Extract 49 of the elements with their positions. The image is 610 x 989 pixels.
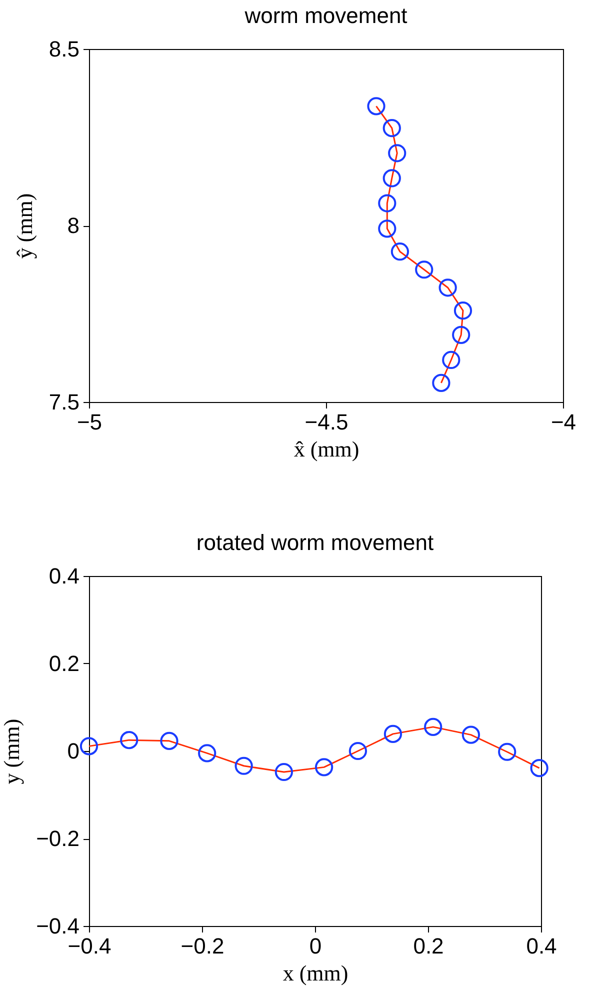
- y-axis-title: y (mm): [0, 718, 24, 784]
- point: [498, 742, 516, 761]
- line-series: [375, 105, 464, 384]
- point: [314, 758, 334, 776]
- x-tick-label: 0.4: [526, 934, 557, 958]
- y-tick-label: 0.2: [48, 651, 80, 676]
- x-tick-label: −5: [76, 410, 102, 434]
- point: [438, 278, 457, 297]
- point: [454, 302, 472, 320]
- point: [432, 374, 450, 392]
- point: [384, 724, 402, 743]
- y-tick-label: 0.4: [48, 564, 80, 588]
- x-tick-label: −4: [550, 410, 576, 434]
- point: [274, 762, 293, 782]
- line-series: [88, 726, 540, 773]
- point: [390, 242, 410, 261]
- point: [442, 350, 460, 370]
- x-tick-label: −0.2: [180, 934, 224, 958]
- point: [530, 759, 548, 778]
- point: [120, 731, 138, 750]
- point: [367, 97, 386, 116]
- y-tick-label: −0.2: [36, 826, 80, 851]
- point: [348, 742, 367, 760]
- point: [388, 144, 406, 162]
- chart-title: worm movement: [244, 3, 408, 28]
- y-tick-label: 8.5: [48, 36, 80, 62]
- x-axis-title: x̂ (mm): [294, 436, 360, 462]
- point: [452, 326, 470, 344]
- point: [382, 169, 401, 188]
- x-axis-title: x (mm): [282, 960, 348, 986]
- y-tick-label: 0: [67, 738, 80, 764]
- point: [80, 737, 98, 756]
- point: [378, 220, 396, 238]
- point: [415, 260, 434, 279]
- x-tick-label: 0.2: [413, 934, 444, 958]
- y-tick-label: −0.4: [36, 914, 80, 938]
- y-tick-label: 7.5: [48, 390, 80, 414]
- point: [382, 119, 401, 138]
- y-tick-label: 8: [67, 213, 80, 238]
- point: [462, 726, 480, 744]
- point: [378, 194, 396, 212]
- point: [234, 756, 253, 775]
- x-tick-label: 0: [309, 934, 322, 958]
- point: [198, 744, 216, 762]
- y-axis-title: ŷ (mm): [12, 193, 37, 259]
- x-tick-label: −4.5: [304, 410, 348, 434]
- chart-title: rotated worm movement: [196, 530, 434, 555]
- point: [160, 732, 178, 750]
- point: [424, 718, 442, 736]
